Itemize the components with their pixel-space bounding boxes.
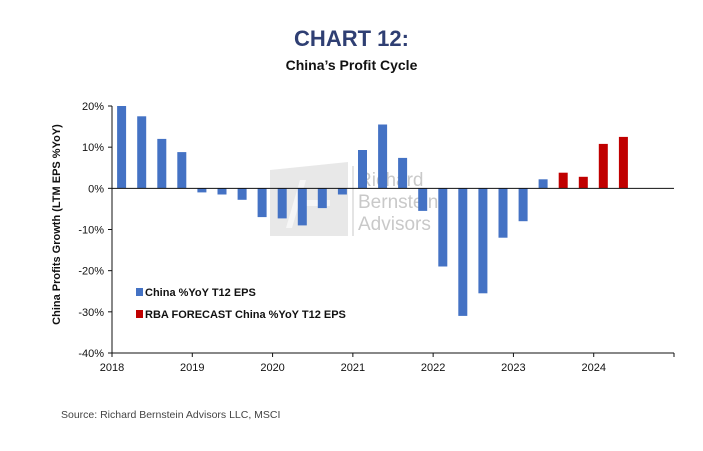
bar-actual — [237, 188, 247, 200]
bar-actual — [538, 179, 548, 189]
x-tick-label: 2024 — [581, 362, 605, 374]
bar-actual — [197, 188, 207, 193]
bar-actual — [438, 188, 448, 267]
y-tick-label: 20% — [82, 101, 104, 113]
bar-actual — [378, 124, 388, 189]
legend-swatch — [136, 310, 143, 318]
bar-actual — [277, 188, 287, 219]
bar-actual — [518, 188, 528, 222]
x-tick-label: 2022 — [421, 362, 445, 374]
bar-forecast — [558, 172, 568, 189]
bar-forecast — [618, 136, 628, 189]
y-tick-label: -10% — [78, 225, 104, 237]
bar-actual — [297, 188, 307, 226]
bar-actual — [317, 188, 327, 209]
x-tick-label: 2019 — [180, 362, 204, 374]
bar-actual — [257, 188, 267, 218]
bar-forecast — [598, 143, 608, 189]
watermark-text: Advisors — [358, 214, 431, 235]
y-tick-label: -40% — [78, 348, 104, 360]
bar-actual — [358, 150, 367, 189]
bar-actual — [458, 188, 468, 316]
chart-title: CHART 12: — [294, 26, 409, 51]
legend-swatch — [136, 288, 143, 296]
bar-actual — [498, 188, 508, 238]
bar-actual — [157, 138, 167, 189]
chart-subtitle: China’s Profit Cycle — [285, 57, 418, 73]
x-tick-label: 2020 — [260, 362, 284, 374]
bar-actual — [398, 157, 408, 189]
x-tick-label: 2023 — [501, 362, 525, 374]
y-tick-label: 10% — [82, 142, 104, 154]
y-tick-label: -30% — [78, 307, 104, 319]
bar-actual — [137, 116, 147, 189]
legend-label: China %YoY T12 EPS — [145, 287, 256, 299]
y-tick-label: 0% — [88, 183, 104, 195]
legend-label: RBA FORECAST China %YoY T12 EPS — [145, 309, 346, 321]
y-axis-label: China Profits Growth (LTM EPS %YoY) — [51, 124, 63, 325]
bar-actual — [117, 106, 127, 189]
watermark-text: Richard — [358, 170, 423, 191]
y-tick-label: -20% — [78, 266, 104, 278]
x-tick-label: 2021 — [341, 362, 365, 374]
bar-actual — [337, 188, 347, 195]
watermark-emblem-mark — [286, 180, 330, 228]
bar-actual — [478, 188, 488, 294]
x-tick-label: 2018 — [100, 362, 124, 374]
bar-actual — [418, 188, 428, 211]
source-note: Source: Richard Bernstein Advisors LLC, … — [61, 409, 281, 421]
bar-actual — [217, 188, 227, 195]
bar-forecast — [578, 176, 588, 189]
bar-actual — [177, 152, 187, 189]
